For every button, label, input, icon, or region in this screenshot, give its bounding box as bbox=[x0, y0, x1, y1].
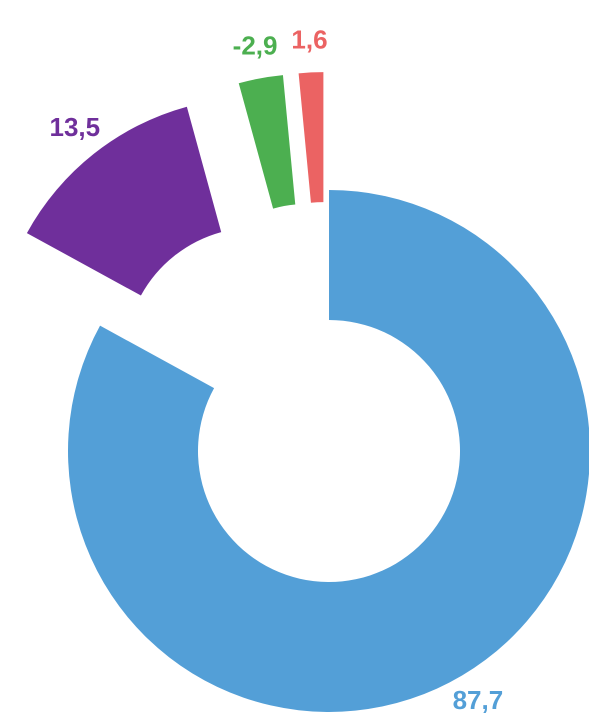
data-label: 13,5 bbox=[49, 112, 100, 142]
data-label: 1,6 bbox=[291, 24, 327, 54]
donut-slice bbox=[298, 72, 324, 203]
data-label: 87,7 bbox=[453, 685, 504, 715]
donut-slice bbox=[68, 190, 589, 712]
data-label: -2,9 bbox=[233, 31, 278, 61]
donut-slice bbox=[238, 75, 296, 209]
donut-slice bbox=[26, 106, 222, 296]
